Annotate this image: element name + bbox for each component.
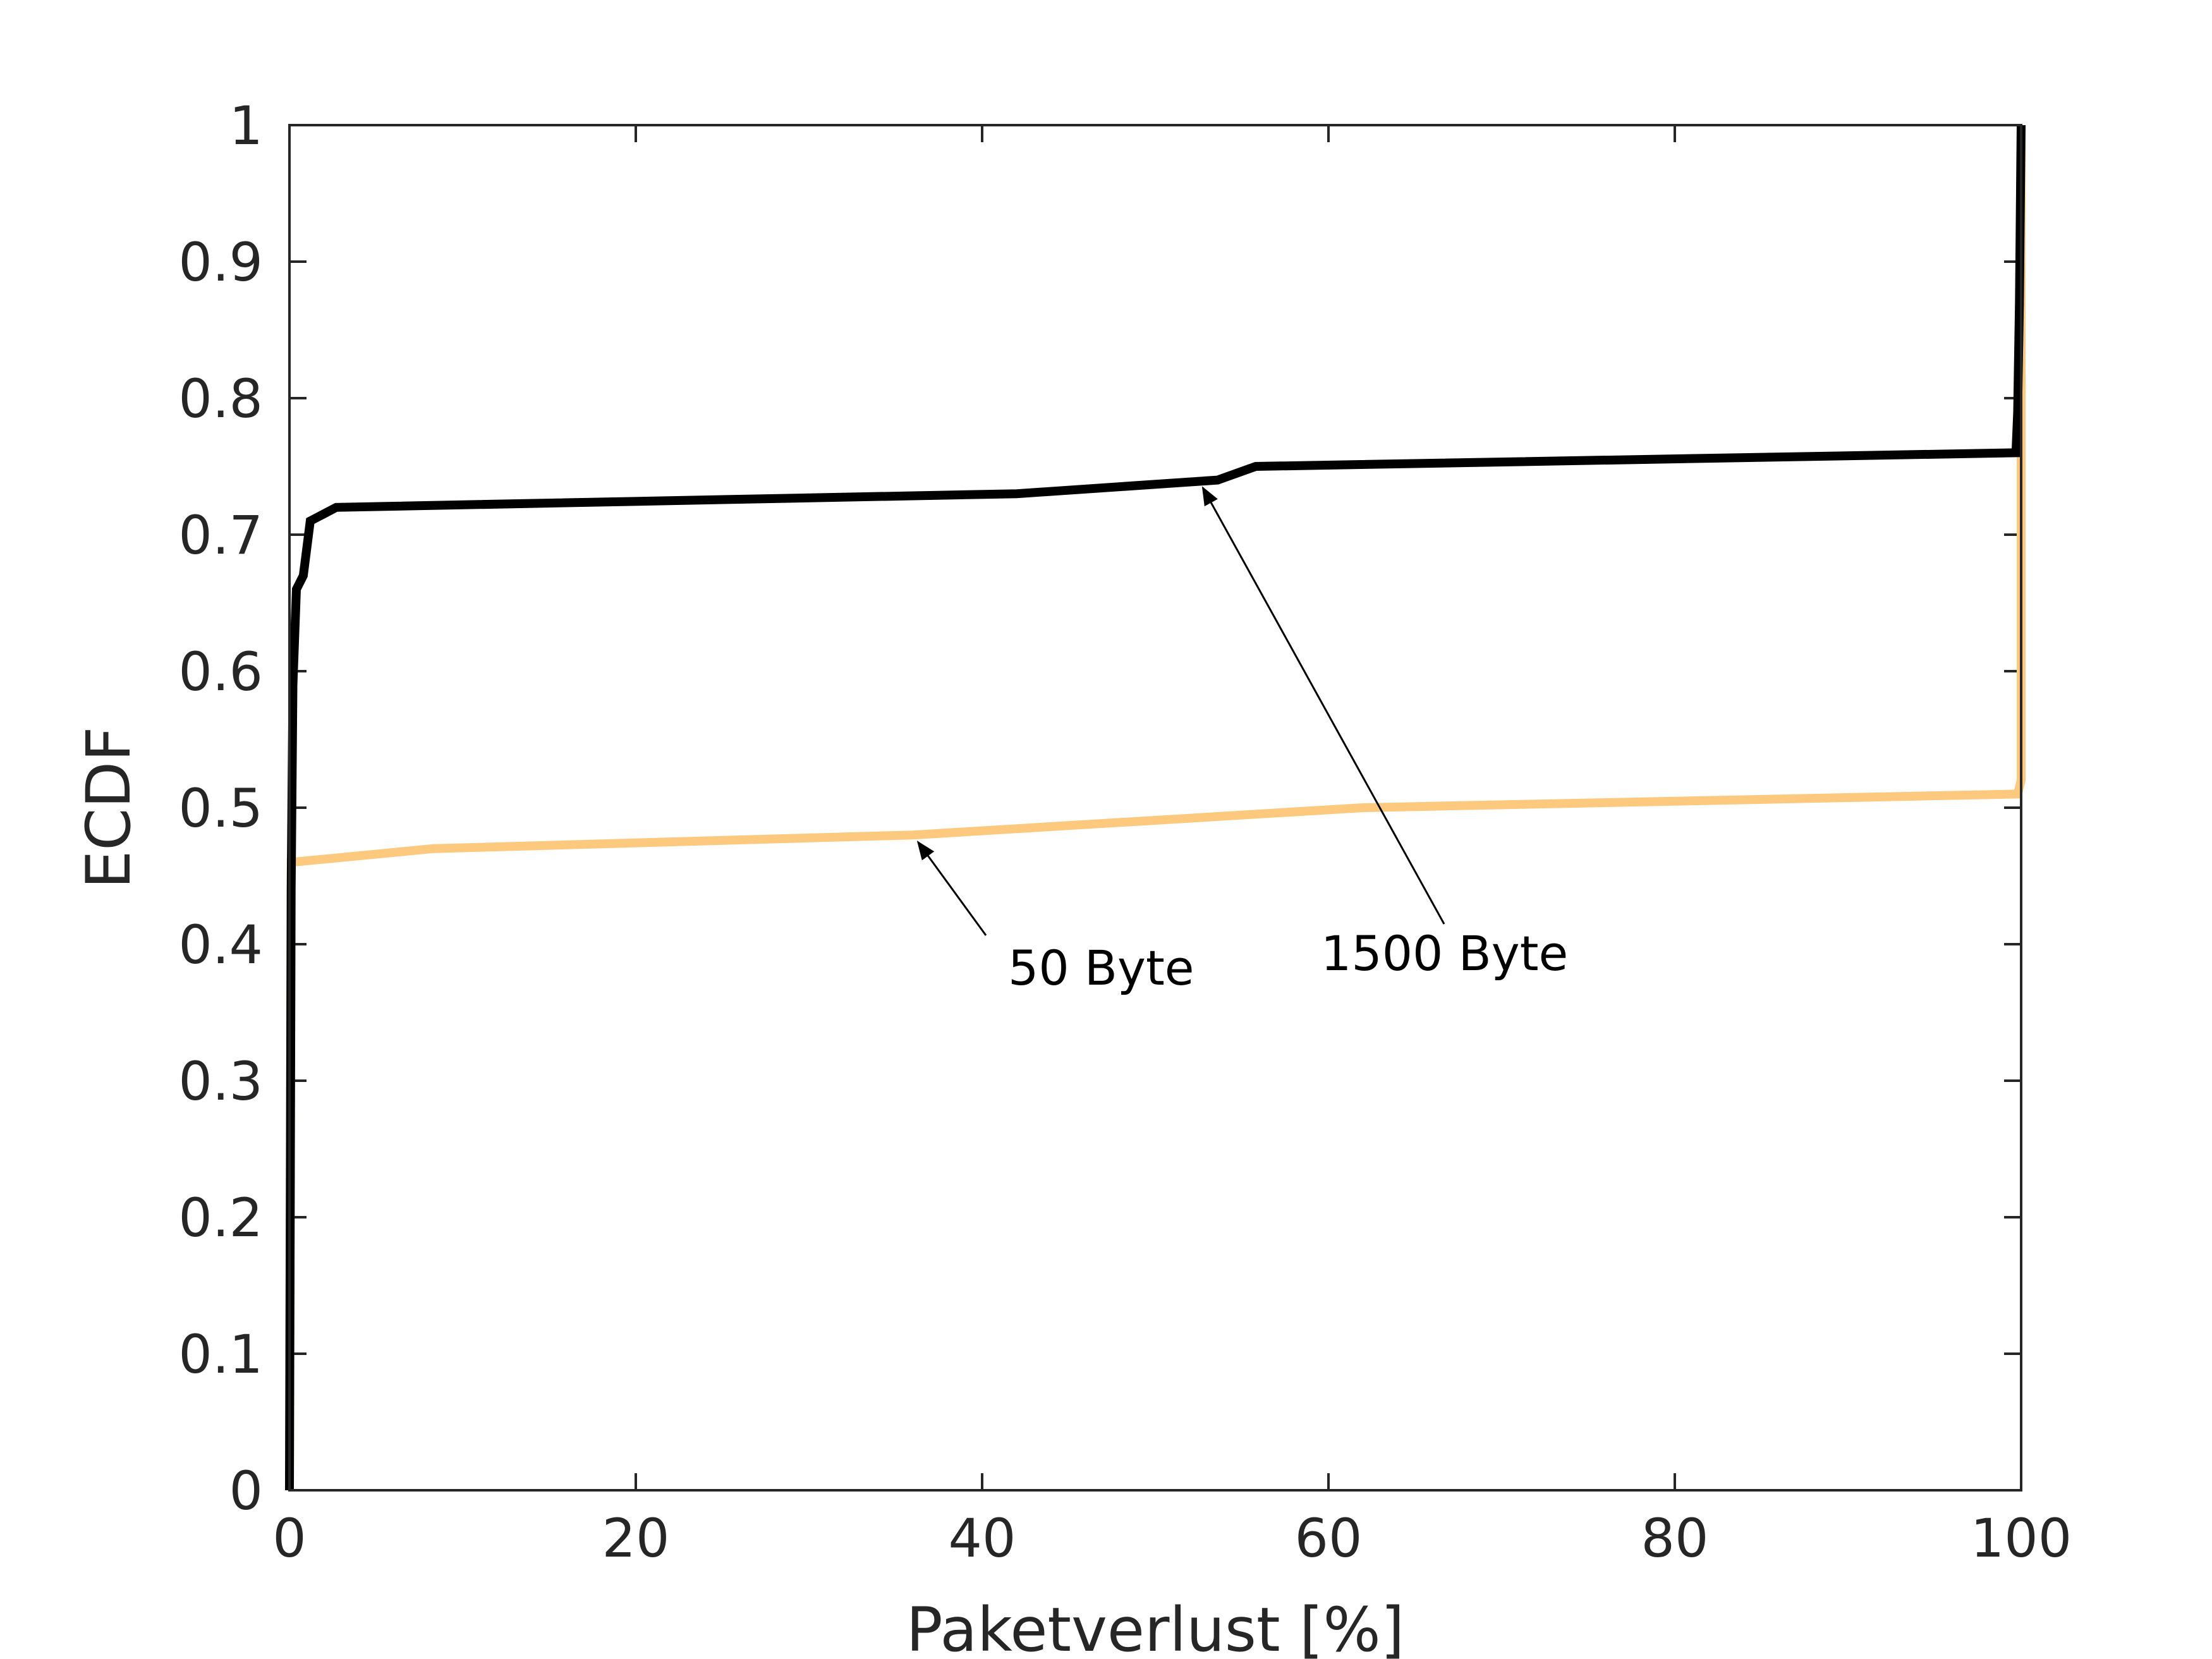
annotation-arrow	[1201, 486, 1445, 925]
y-tick-label: 0.6	[178, 641, 263, 703]
y-tick-label: 0.9	[178, 231, 263, 293]
y-tick-label: 0	[229, 1460, 263, 1522]
x-axis-label: Paketverlust [%]	[906, 1595, 1404, 1659]
y-tick-label: 0.3	[178, 1050, 263, 1112]
tick-labels: 0 20 40 60 80 100 0 0.1 0.2 0.3 0.4 0.5 0.6 0.7 0.8 0.9…	[178, 95, 2072, 1569]
y-tick-label: 0.7	[178, 504, 263, 566]
x-tick-label: 40	[949, 1507, 1016, 1569]
x-tick-label: 100	[1971, 1507, 2072, 1569]
annotation-label: 50 Byte	[1008, 940, 1194, 996]
x-tick-label: 80	[1641, 1507, 1709, 1569]
y-tick-label: 0.2	[178, 1187, 263, 1249]
annotation-label: 1500 Byte	[1321, 925, 1568, 981]
y-tick-label: 0.5	[178, 777, 263, 839]
x-tick-label: 0	[272, 1507, 306, 1569]
y-axis-label: ECDF	[73, 727, 144, 889]
y-tick-label: 1	[229, 95, 263, 157]
y-tick-label: 0.1	[178, 1323, 263, 1385]
x-tick-label: 60	[1295, 1507, 1363, 1569]
y-tick-label: 0.4	[178, 914, 263, 976]
annotations: 50 Byte 1500 Byte	[916, 486, 1568, 996]
plot-frame	[288, 124, 2022, 1492]
series-line-1500-byte	[285, 125, 2026, 1491]
y-tick-label: 0.8	[178, 368, 263, 430]
annotation-arrow	[916, 841, 987, 936]
x-tick-label: 20	[602, 1507, 670, 1569]
